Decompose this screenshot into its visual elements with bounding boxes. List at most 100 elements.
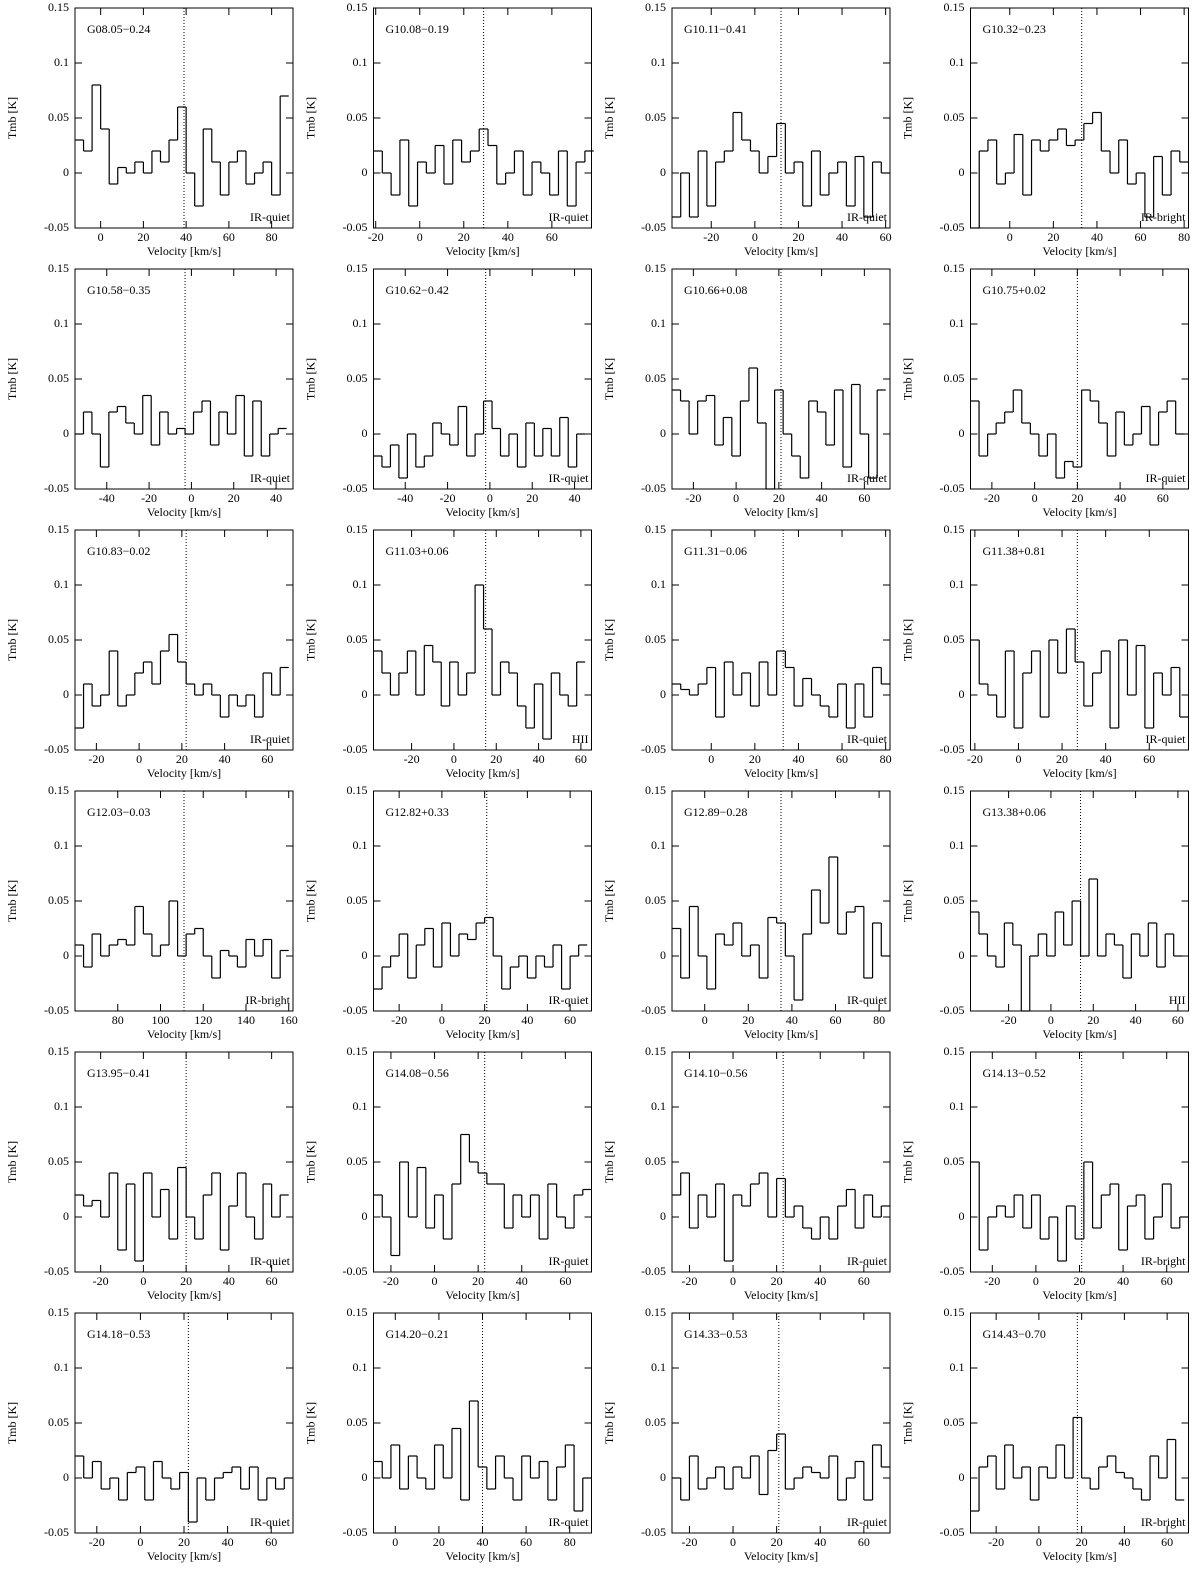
x-tick-label: 60	[858, 1274, 870, 1288]
y-tick-label: -0.05	[641, 481, 666, 495]
y-tick-label: 0.15	[944, 261, 965, 275]
y-tick-label: 0	[63, 1209, 69, 1223]
x-tick-label: -20	[440, 491, 456, 505]
x-tick-label: 40	[1118, 1535, 1130, 1549]
y-tick-label: -0.05	[940, 742, 965, 756]
panel-title: G10.66+0.08	[684, 283, 747, 297]
y-tick-label: -0.05	[44, 1003, 69, 1017]
y-tick-label: 0	[63, 1470, 69, 1484]
panel-note: IR-quiet	[250, 471, 291, 485]
x-tick-label: -20	[703, 230, 719, 244]
panel-note: HII	[1169, 993, 1186, 1007]
x-tick-label: 0	[392, 1535, 398, 1549]
panel: -0.05 0 0.05 0.1 0.15 -20 0 20 40 60 Velocity [km/…	[303, 1044, 592, 1302]
x-tick-label: 0	[98, 230, 104, 244]
x-tick-label: -20	[141, 491, 157, 505]
y-tick-label: 0.1	[950, 316, 965, 330]
panel-note: IR-quiet	[847, 471, 888, 485]
y-tick-label: 0.1	[651, 577, 666, 591]
y-axis-label: Tmb [K]	[5, 358, 19, 400]
x-tick-label: 40	[816, 491, 828, 505]
x-tick-label: -20	[988, 1535, 1004, 1549]
x-tick-label: 40	[516, 1274, 528, 1288]
x-tick-label: 100	[151, 1013, 169, 1027]
y-tick-label: 0	[660, 426, 666, 440]
y-tick-label: 0.1	[651, 1360, 666, 1374]
x-tick-label: -20	[391, 1013, 407, 1027]
panel-title: G14.13−0.52	[983, 1066, 1046, 1080]
panel-title: G14.20−0.21	[386, 1327, 449, 1341]
x-tick-label: 120	[194, 1013, 212, 1027]
x-tick-label: 0	[708, 752, 714, 766]
panel-title: G10.62−0.42	[386, 283, 449, 297]
panel-note: IR-quiet	[549, 471, 590, 485]
y-tick-label: 0.1	[54, 577, 69, 591]
y-tick-label: 0	[63, 687, 69, 701]
x-tick-label: 0	[188, 491, 194, 505]
y-axis-label: Tmb [K]	[900, 619, 914, 661]
panel-title: G12.89−0.28	[684, 805, 747, 819]
y-tick-label: 0.05	[944, 632, 965, 646]
y-tick-label: 0	[660, 687, 666, 701]
y-tick-label: -0.05	[343, 1525, 368, 1539]
panel-title: G12.03−0.03	[87, 805, 150, 819]
x-tick-label: 0	[1032, 491, 1038, 505]
x-axis-label: Velocity [km/s]	[445, 505, 519, 519]
x-tick-label: 80	[564, 1535, 576, 1549]
y-tick-label: 0.15	[347, 522, 368, 536]
x-tick-label: 0	[730, 1274, 736, 1288]
x-tick-label: 0	[733, 491, 739, 505]
y-tick-label: -0.05	[641, 742, 666, 756]
x-tick-label: -40	[397, 491, 413, 505]
y-tick-label: 0.15	[645, 0, 666, 14]
plot-frame	[671, 529, 891, 751]
panel: -0.05 0 0.05 0.1 0.15 -20 0 20 40 60 Velocity [km/…	[900, 1305, 1189, 1563]
x-tick-label: 60	[1161, 1274, 1173, 1288]
y-tick-label: 0.1	[353, 1360, 368, 1374]
y-axis-label: Tmb [K]	[602, 358, 616, 400]
panel-note: IR-quiet	[847, 1515, 888, 1529]
y-tick-label: -0.05	[343, 1264, 368, 1278]
y-tick-label: 0.05	[645, 893, 666, 907]
plot-frame	[74, 268, 294, 490]
y-axis-label: Tmb [K]	[5, 619, 19, 661]
panel-note: IR-quiet	[549, 1254, 590, 1268]
y-axis-label: Tmb [K]	[900, 97, 914, 139]
y-tick-label: 0.05	[347, 1415, 368, 1429]
y-tick-label: 0.15	[48, 522, 69, 536]
y-tick-label: -0.05	[940, 481, 965, 495]
x-tick-label: 60	[1172, 1013, 1184, 1027]
panel-note: IR-bright	[1141, 1515, 1186, 1529]
y-tick-label: 0.15	[645, 1044, 666, 1058]
y-tick-label: 0.1	[651, 55, 666, 69]
x-tick-label: 20	[433, 1535, 445, 1549]
panel: -0.05 0 0.05 0.1 0.15 0 20 40 60 80 Velocity [km/s…	[303, 1305, 592, 1563]
y-tick-label: 0.15	[645, 783, 666, 797]
x-tick-label: 20	[749, 752, 761, 766]
x-tick-label: 60	[1157, 491, 1169, 505]
panel-title: G10.83−0.02	[87, 544, 150, 558]
y-tick-label: 0.1	[353, 838, 368, 852]
x-tick-label: 60	[858, 1535, 870, 1549]
x-tick-label: 60	[223, 230, 235, 244]
x-tick-label: 0	[702, 1013, 708, 1027]
x-tick-label: 20	[490, 752, 502, 766]
x-tick-label: -40	[99, 491, 115, 505]
panel: -0.05 0 0.05 0.1 0.15 0 20 40 60 80 Velocity [km/s…	[900, 0, 1190, 258]
panel-title: G14.10−0.56	[684, 1066, 747, 1080]
panel: -0.05 0 0.05 0.1 0.15 -20 0 20 40 60 Velocity [km/…	[900, 261, 1189, 519]
y-tick-label: 0.15	[944, 1305, 965, 1319]
x-tick-label: 40	[222, 1535, 234, 1549]
x-tick-label: 20	[137, 230, 149, 244]
y-tick-label: 0.15	[48, 1305, 69, 1319]
x-tick-label: 20	[742, 1013, 754, 1027]
x-tick-label: 60	[858, 491, 870, 505]
y-tick-label: -0.05	[940, 1525, 965, 1539]
y-tick-label: 0.15	[48, 783, 69, 797]
panel-title: G14.08−0.56	[386, 1066, 449, 1080]
x-tick-label: 20	[771, 1535, 783, 1549]
x-tick-label: 0	[439, 1013, 445, 1027]
x-tick-label: 0	[1015, 752, 1021, 766]
x-tick-label: 40	[521, 1013, 533, 1027]
x-tick-label: 40	[1117, 1274, 1129, 1288]
